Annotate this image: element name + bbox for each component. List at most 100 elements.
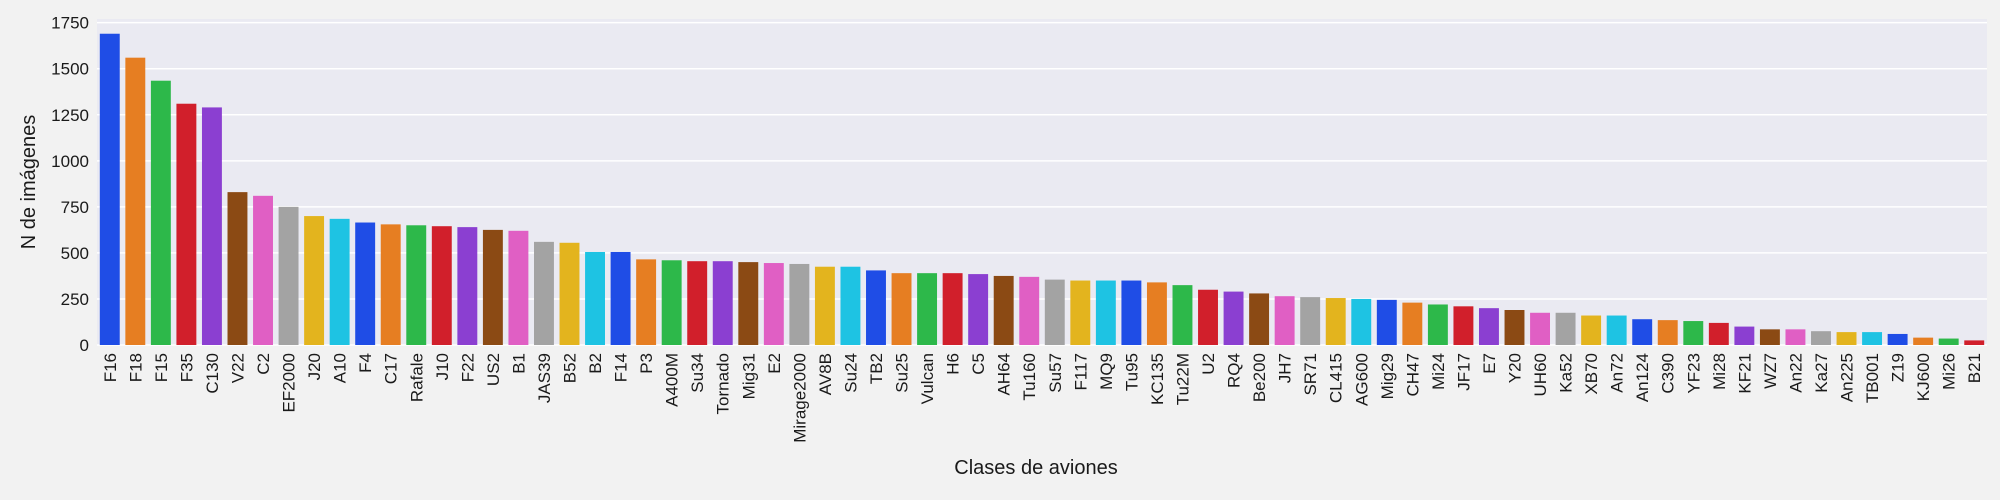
x-tick-label: A10 — [331, 353, 350, 383]
bar-AV8B — [814, 266, 835, 345]
bar-US2 — [482, 229, 503, 345]
x-tick-label: Tornado — [714, 353, 733, 414]
bar-JH7 — [1274, 296, 1295, 345]
bar-Y20 — [1504, 310, 1525, 345]
bar-B1 — [508, 230, 529, 345]
x-tick-label: Be200 — [1250, 353, 1269, 402]
y-tick-label: 1250 — [51, 106, 89, 125]
x-tick-label: C2 — [254, 353, 273, 375]
x-tick-label: YF23 — [1684, 353, 1703, 394]
bar-Mig31 — [738, 262, 759, 345]
x-tick-label: V22 — [228, 353, 247, 383]
x-tick-label: B1 — [509, 353, 528, 374]
x-tick-label: F18 — [126, 353, 145, 382]
x-tick-label: KF21 — [1735, 353, 1754, 394]
y-tick-label: 1000 — [51, 152, 89, 171]
bar-Rafale — [406, 225, 427, 345]
x-tick-label: Su57 — [1046, 353, 1065, 393]
bar-J10 — [431, 226, 452, 345]
x-tick-label: JH7 — [1276, 353, 1295, 383]
x-tick-label: JAS39 — [535, 353, 554, 403]
bar-Tu22M — [1172, 285, 1193, 345]
bar-Mi28 — [1708, 322, 1729, 345]
x-tick-label: RQ4 — [1225, 353, 1244, 388]
bar-TB2 — [866, 270, 886, 345]
bar-SR71 — [1300, 297, 1321, 345]
bar-H6 — [942, 273, 963, 345]
bar-Mi24 — [1427, 304, 1448, 345]
bar-Mig29 — [1376, 299, 1397, 345]
bar-MQ9 — [1095, 280, 1116, 345]
x-tick-label: Mig29 — [1378, 353, 1397, 399]
x-tick-label: Z19 — [1889, 353, 1908, 382]
bar-Su34 — [687, 261, 708, 345]
bar-EF2000 — [278, 206, 299, 345]
bar-Ka27 — [1811, 331, 1831, 345]
bar-F15 — [150, 80, 171, 345]
x-tick-label: Mi24 — [1429, 353, 1448, 390]
x-tick-label: F16 — [101, 353, 120, 382]
x-tick-label: JF17 — [1454, 353, 1473, 391]
bar-Tu95 — [1121, 280, 1142, 345]
bar-Su57 — [1044, 279, 1065, 345]
bar-XB70 — [1581, 315, 1602, 345]
x-tick-label: B21 — [1965, 353, 1984, 383]
bar-F4 — [355, 222, 376, 345]
bar-KJ600 — [1913, 337, 1934, 345]
x-tick-label: C130 — [203, 353, 222, 394]
y-tick-label: 750 — [61, 198, 89, 217]
x-tick-label: F15 — [152, 353, 171, 382]
x-tick-label: U2 — [1199, 353, 1218, 375]
bar-KF21 — [1734, 326, 1755, 345]
x-tick-label: MQ9 — [1097, 353, 1116, 390]
x-tick-label: F4 — [356, 353, 375, 373]
x-tick-label: US2 — [484, 353, 503, 386]
bar-An22 — [1785, 329, 1806, 345]
bar-AH64 — [993, 275, 1014, 345]
y-axis-label: N de imágenes — [18, 115, 40, 250]
x-tick-label: SR71 — [1301, 353, 1320, 396]
x-tick-label: Vulcan — [918, 353, 937, 404]
bar-E2 — [763, 263, 784, 345]
bar-Z19 — [1887, 333, 1908, 345]
x-tick-label: CH47 — [1403, 353, 1422, 396]
bar-Mirage2000 — [789, 263, 810, 345]
x-tick-label: Mi28 — [1710, 353, 1729, 390]
x-tick-label: AH64 — [995, 353, 1014, 396]
x-tick-label: XB70 — [1582, 353, 1601, 395]
bar-JF17 — [1453, 306, 1474, 345]
bar-C17 — [380, 224, 401, 345]
x-tick-label: Ka27 — [1812, 353, 1831, 393]
x-tick-label: Tu95 — [1122, 353, 1141, 391]
y-tick-label: 500 — [61, 244, 89, 263]
bar-CL415 — [1325, 298, 1346, 345]
bar-J20 — [304, 216, 325, 345]
bar-Be200 — [1249, 293, 1270, 345]
x-tick-label: AG600 — [1352, 353, 1371, 406]
x-tick-label: Y20 — [1506, 353, 1525, 383]
x-tick-label: E2 — [765, 353, 784, 374]
bar-F18 — [125, 57, 146, 345]
x-tick-label: Tu22M — [1173, 353, 1192, 405]
bar-C390 — [1657, 320, 1678, 345]
bar-F16 — [99, 33, 120, 345]
x-tick-label: An72 — [1608, 353, 1627, 393]
bar-C2 — [253, 195, 273, 345]
bar-E7 — [1478, 308, 1499, 345]
plot-area — [97, 19, 1987, 345]
bar-A400M — [661, 260, 682, 345]
x-tick-label: TB001 — [1863, 353, 1882, 403]
bar-Tornado — [712, 261, 733, 345]
bar-F14 — [610, 251, 631, 345]
bar-A10 — [329, 218, 350, 345]
bar-KC135 — [1146, 282, 1167, 345]
x-tick-labels: F16 F18 F15 F35 C130 V22 C2 EF2000 J20 A10 F4 C17 Ra… — [101, 353, 1984, 443]
x-tick-label: Mig31 — [739, 353, 758, 399]
bar-V22 — [227, 192, 248, 345]
bar-C5 — [968, 274, 989, 345]
bar-Ka52 — [1555, 312, 1576, 345]
x-tick-label: UH60 — [1531, 353, 1550, 396]
x-tick-label: F117 — [1071, 353, 1090, 391]
bars — [99, 33, 1985, 346]
bar-CH47 — [1402, 302, 1423, 345]
